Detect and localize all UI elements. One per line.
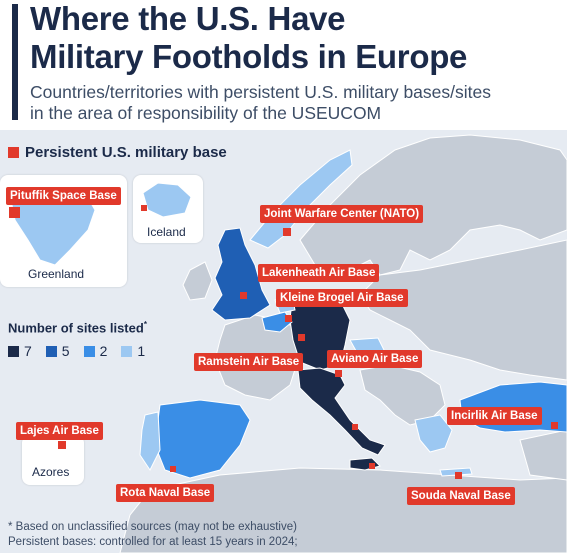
tag-rota: Rota Naval Base bbox=[116, 484, 215, 502]
legend-swatch-7 bbox=[8, 345, 19, 357]
title-line-2: Military Footholds in Europe bbox=[30, 38, 468, 75]
legend-persistent-label: Persistent U.S. military base bbox=[25, 144, 227, 161]
kleine-brogel-marker bbox=[285, 315, 292, 322]
title-accent-bar bbox=[12, 4, 18, 120]
tag-pituffik: Pituffik Space Base bbox=[6, 187, 121, 205]
tag-joint-warfare: Joint Warfare Center (NATO) bbox=[260, 205, 424, 223]
footnote: * Based on unclassified sources (may not… bbox=[8, 520, 298, 550]
legend-sites-row: 7 5 2 1 bbox=[8, 343, 145, 359]
tag-aviano: Aviano Air Base bbox=[327, 350, 423, 368]
tag-souda: Souda Naval Base bbox=[407, 487, 515, 505]
legend-sites-5: 5 bbox=[45, 343, 70, 359]
legend-sites-2: 2 bbox=[83, 343, 108, 359]
iceland-label: Iceland bbox=[147, 225, 186, 239]
map-area: Greenland Iceland Azores bbox=[0, 130, 567, 553]
aviano-marker bbox=[335, 370, 342, 377]
norway-shape bbox=[249, 149, 353, 249]
tag-lajes: Lajes Air Base bbox=[16, 422, 103, 440]
ramstein-marker bbox=[298, 334, 305, 341]
title-line-1: Where the U.S. Have bbox=[30, 0, 346, 37]
souda-marker bbox=[455, 472, 462, 479]
legend-label-5: 5 bbox=[61, 343, 70, 359]
legend-sites-title-text: Number of sites listed bbox=[8, 320, 144, 336]
sicily-marker bbox=[369, 463, 375, 469]
legend-swatch-1 bbox=[121, 345, 133, 357]
lajes-marker bbox=[58, 441, 66, 449]
iceland-marker bbox=[141, 205, 147, 211]
joint-warfare-marker bbox=[283, 228, 291, 236]
italy-shape bbox=[297, 367, 386, 456]
legend-label-2: 2 bbox=[99, 343, 108, 359]
italy-south-marker bbox=[352, 424, 358, 430]
sicily-shape bbox=[349, 457, 381, 471]
legend-label-1: 1 bbox=[137, 343, 146, 359]
rota-marker bbox=[170, 466, 176, 472]
chart-subtitle: Countries/territories with persistent U.… bbox=[30, 82, 560, 124]
pituffik-marker bbox=[9, 207, 20, 218]
subtitle-line-1: Countries/territories with persistent U.… bbox=[30, 82, 491, 102]
lakenheath-marker bbox=[240, 292, 247, 299]
legend-label-7: 7 bbox=[24, 343, 32, 359]
uk-shape bbox=[211, 227, 271, 321]
legend-sites-title-mark: * bbox=[143, 320, 147, 329]
legend-swatch-2 bbox=[83, 345, 95, 357]
azores-inset: Azores bbox=[22, 435, 84, 485]
tag-kleine-brogel: Kleine Brogel Air Base bbox=[276, 289, 408, 307]
greece-shape bbox=[414, 414, 453, 453]
subtitle-line-2: in the area of responsibility of the USE… bbox=[30, 103, 382, 123]
legend-red-square bbox=[8, 147, 19, 158]
tag-ramstein: Ramstein Air Base bbox=[194, 353, 304, 371]
azores-label: Azores bbox=[32, 465, 70, 479]
legend-persistent-base: Persistent U.S. military base bbox=[8, 144, 227, 161]
legend-sites-title: Number of sites listed* bbox=[8, 320, 147, 335]
legend-swatch-5 bbox=[45, 345, 57, 357]
incirlik-marker bbox=[551, 422, 558, 429]
tag-lakenheath: Lakenheath Air Base bbox=[258, 264, 380, 282]
countries-5-sites bbox=[211, 227, 271, 321]
portugal-shape bbox=[139, 411, 161, 471]
iceland-shape bbox=[142, 182, 192, 218]
tag-incirlik: Incirlik Air Base bbox=[447, 407, 542, 425]
chart-title: Where the U.S. Have Military Footholds i… bbox=[30, 0, 560, 76]
europe-map bbox=[119, 134, 567, 553]
footnote-line-2: Persistent bases: controlled for at leas… bbox=[8, 536, 298, 548]
footnote-line-1: * Based on unclassified sources (may not… bbox=[8, 521, 297, 533]
legend-sites-7: 7 bbox=[8, 343, 32, 359]
greenland-label: Greenland bbox=[28, 267, 85, 281]
legend-sites-1: 1 bbox=[121, 343, 145, 359]
